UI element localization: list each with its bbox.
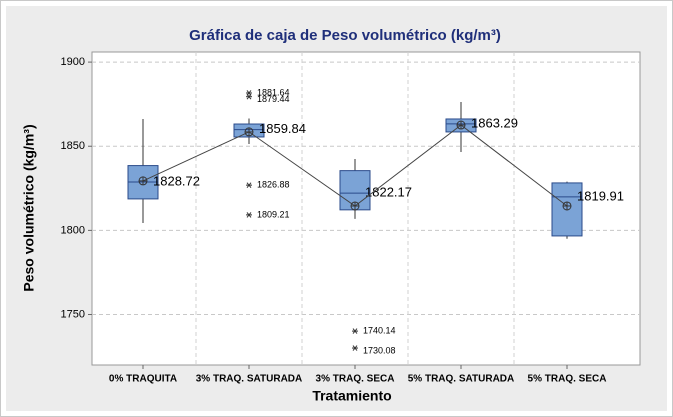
outlier-stroke bbox=[246, 182, 252, 188]
outlier-label: 1730.08 bbox=[363, 345, 396, 355]
x-tick-label: 5% TRAQ. SATURADA bbox=[408, 374, 514, 385]
outlier bbox=[246, 212, 252, 218]
x-tick-label: 5% TRAQ. SECA bbox=[528, 374, 607, 385]
outlier-stroke bbox=[246, 93, 252, 100]
outlier-stroke bbox=[352, 328, 358, 334]
x-tick-label: 0% TRAQUITA bbox=[109, 374, 177, 385]
y-tick-label: 1750 bbox=[61, 308, 85, 320]
mean-symbol bbox=[562, 201, 572, 211]
median-label: 1863.29 bbox=[471, 115, 518, 130]
outlier-stroke bbox=[246, 212, 252, 218]
x-tick-label: 3% TRAQ. SATURADA bbox=[196, 374, 302, 385]
median-label: 1828.72 bbox=[153, 173, 200, 188]
outlier-label: 1879.44 bbox=[257, 94, 290, 104]
mean-symbol bbox=[456, 120, 466, 130]
x-axis-label: Tratamiento bbox=[312, 388, 391, 404]
y-tick-label: 1800 bbox=[61, 224, 85, 236]
median-label: 1822.17 bbox=[365, 185, 412, 200]
median-label: 1859.84 bbox=[259, 121, 306, 136]
outlier-label: 1826.88 bbox=[257, 180, 290, 190]
x-tick-label: 3% TRAQ. SECA bbox=[316, 374, 395, 385]
chart-title: Gráfica de caja de Peso volumétrico (kg/… bbox=[189, 27, 501, 44]
outlier-label: 1740.14 bbox=[363, 325, 396, 335]
y-tick-label: 1900 bbox=[61, 56, 85, 68]
mean-symbol bbox=[350, 201, 360, 211]
y-tick-label: 1850 bbox=[61, 140, 85, 152]
outlier-label: 1809.21 bbox=[257, 209, 290, 219]
mean-symbol bbox=[138, 176, 148, 186]
outlier bbox=[352, 328, 358, 334]
mean-symbol bbox=[244, 127, 254, 137]
outlier bbox=[246, 93, 252, 100]
outlier bbox=[352, 345, 358, 351]
outlier-label: 1881.64 bbox=[257, 87, 290, 97]
outlier bbox=[246, 182, 252, 188]
y-axis-label: Peso volumétrico (kg/m³) bbox=[21, 124, 37, 291]
median-label: 1819.91 bbox=[577, 188, 624, 203]
outlier-stroke bbox=[352, 345, 358, 351]
